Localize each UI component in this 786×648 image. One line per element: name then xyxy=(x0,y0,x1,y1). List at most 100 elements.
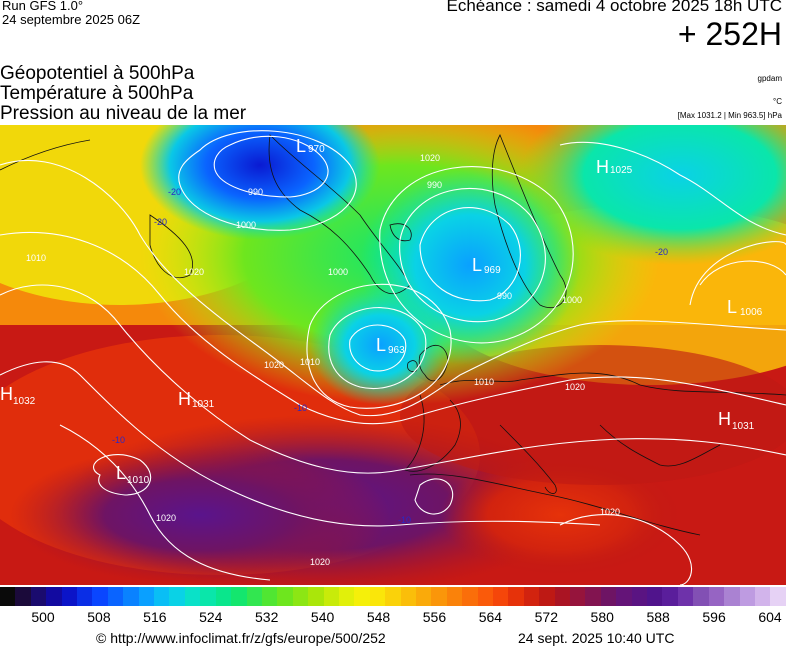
color-swatch xyxy=(169,587,185,606)
isobar-label: 1010 xyxy=(26,253,46,263)
isobar-labels: 990 1000 1010 1020 990 1000 1010 1020 10… xyxy=(26,153,620,567)
temperature-label: -10 xyxy=(294,403,307,413)
temperature-label: -10 xyxy=(398,515,411,525)
color-swatch xyxy=(215,587,232,606)
color-swatch xyxy=(693,587,709,606)
color-swatch xyxy=(539,587,555,606)
color-swatch xyxy=(15,587,31,606)
unit-geopotential: gpdam xyxy=(757,74,782,83)
color-swatch xyxy=(523,587,540,606)
isobar-label: 1020 xyxy=(184,267,204,277)
color-swatch xyxy=(677,587,694,606)
isobar-label: 1020 xyxy=(310,557,330,567)
color-swatch xyxy=(61,587,78,606)
pressure-center-value: 1031 xyxy=(732,421,755,432)
color-scale-tick: 596 xyxy=(702,609,726,625)
color-swatch xyxy=(385,587,401,606)
color-scale-tick: 500 xyxy=(31,609,55,625)
run-model-label: Run GFS 1.0° xyxy=(2,0,84,13)
isobar-label: 1020 xyxy=(600,507,620,517)
color-swatch xyxy=(354,587,370,606)
pressure-center-type: L xyxy=(727,297,737,317)
color-swatch xyxy=(708,587,725,606)
color-swatch xyxy=(123,587,139,606)
color-swatch xyxy=(570,587,586,606)
color-swatch xyxy=(477,587,493,606)
color-swatch xyxy=(770,587,786,606)
color-scale-ticks: 500 508 516 524 532 540 548 556 564 572 580 588 596 6… xyxy=(0,609,786,627)
color-swatch xyxy=(200,587,216,606)
color-swatch xyxy=(585,587,601,606)
color-swatch xyxy=(246,587,262,606)
color-swatch xyxy=(138,587,155,606)
color-swatch xyxy=(0,587,16,606)
isobar-label: 1010 xyxy=(474,377,494,387)
color-swatch xyxy=(631,587,648,606)
color-swatch xyxy=(616,587,632,606)
color-scale-tick: 604 xyxy=(758,609,782,625)
color-swatch xyxy=(323,587,339,606)
color-swatch xyxy=(184,587,201,606)
run-date-label: 24 septembre 2025 06Z xyxy=(2,12,141,27)
color-scale-tick: 548 xyxy=(366,609,391,625)
color-swatch xyxy=(92,587,108,606)
pressure-center-value: 1025 xyxy=(610,165,633,176)
color-scale-tick: 516 xyxy=(143,609,167,625)
isobar-label: 990 xyxy=(497,291,512,301)
pressure-center-value: 1006 xyxy=(740,307,763,318)
color-scale-tick: 588 xyxy=(646,609,670,625)
color-scale-tick: 508 xyxy=(87,609,111,625)
color-swatch xyxy=(647,587,663,606)
temperature-label: -10 xyxy=(112,435,125,445)
color-swatch xyxy=(431,587,447,606)
color-swatch xyxy=(724,587,740,606)
color-swatch xyxy=(600,587,617,606)
pressure-center-value: 1032 xyxy=(13,396,36,407)
color-swatch xyxy=(400,587,416,606)
isobar-label: 1020 xyxy=(264,360,284,370)
pressure-center-type: H xyxy=(0,384,13,404)
isobar-label: 1020 xyxy=(156,513,176,523)
title-pressure: Pression au niveau de la mer xyxy=(0,103,247,124)
color-swatch xyxy=(462,587,478,606)
color-swatch xyxy=(292,587,309,606)
temperature-labels: -20 -20 -20 -10 -10 -10 xyxy=(112,187,668,525)
title-temperature: Température à 500hPa xyxy=(0,83,194,104)
color-swatch xyxy=(308,587,324,606)
temperature-label: -20 xyxy=(655,247,668,257)
temperature-label: -20 xyxy=(154,217,167,227)
color-swatch xyxy=(446,587,463,606)
color-swatch xyxy=(77,587,93,606)
temperature-label: -20 xyxy=(168,187,181,197)
color-scale-tick: 572 xyxy=(534,609,558,625)
color-swatch xyxy=(46,587,62,606)
isobars xyxy=(0,130,786,585)
isobar-label: 1020 xyxy=(565,382,585,392)
pressure-center-type: L xyxy=(472,255,482,275)
color-scale-tick: 580 xyxy=(590,609,614,625)
pressure-max-min: [Max 1031.2 | Min 963.5] hPa xyxy=(677,111,782,120)
color-scale xyxy=(0,587,786,606)
pressure-center-type: L xyxy=(296,136,306,156)
weather-map: L 970 H 1025 L 969 L 963 L 1006 H 1032 H… xyxy=(0,125,786,585)
color-swatch xyxy=(261,587,278,606)
isobar-label: 1000 xyxy=(328,267,348,277)
pressure-center-value: 969 xyxy=(484,265,501,276)
pressure-center-value: 970 xyxy=(308,144,325,155)
color-swatch xyxy=(508,587,524,606)
isobar-label: 1010 xyxy=(300,357,320,367)
color-swatch xyxy=(739,587,755,606)
color-swatch xyxy=(554,587,571,606)
color-scale-tick: 540 xyxy=(310,609,335,625)
color-scale-tick: 564 xyxy=(478,609,503,625)
isobar-label: 1000 xyxy=(562,295,582,305)
color-swatch xyxy=(107,587,124,606)
pressure-center-type: H xyxy=(718,409,731,429)
pressure-center-value: 1031 xyxy=(192,399,215,410)
color-scale-tick: 556 xyxy=(422,609,447,625)
title-geopotential: Géopotentiel à 500hPa xyxy=(0,63,195,84)
pressure-center-type: L xyxy=(376,335,386,355)
color-swatch xyxy=(369,587,386,606)
color-swatch xyxy=(231,587,247,606)
pressure-centers: L 970 H 1025 L 969 L 963 L 1006 H 1032 H… xyxy=(0,136,763,486)
